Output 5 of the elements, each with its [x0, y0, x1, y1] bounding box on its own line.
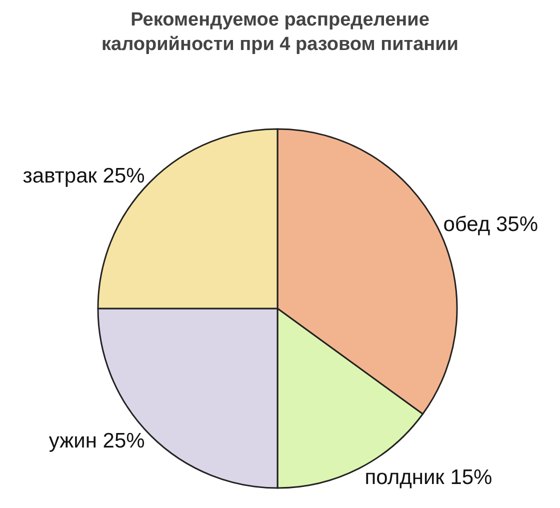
slice-label: обед 35% — [443, 213, 538, 236]
slice-label: ужин 25% — [48, 430, 145, 453]
chart-title: Рекомендуемое распределение калорийности при 4 разовом питании — [102, 9, 458, 56]
slice-label: полдник 15% — [364, 466, 492, 490]
slice-label: завтрак 25% — [22, 164, 145, 188]
